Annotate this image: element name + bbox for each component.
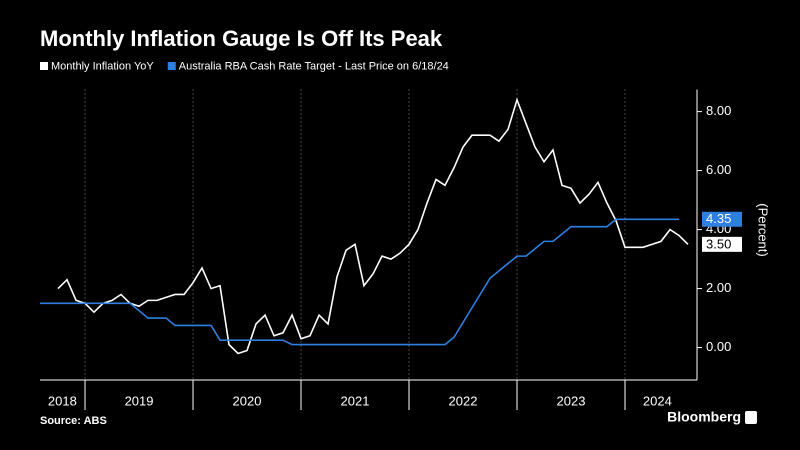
y-axis-label: (Percent) bbox=[756, 203, 771, 256]
source: Source: ABS bbox=[40, 415, 107, 427]
y-tick-label: 6.00 bbox=[706, 162, 731, 177]
x-tick-label: 2019 bbox=[125, 393, 154, 408]
y-tick-label: 0.00 bbox=[706, 339, 731, 354]
x-tick-label: 2018 bbox=[48, 393, 77, 408]
chart-title: Monthly Inflation Gauge Is Off Its Peak bbox=[40, 26, 443, 51]
brand: Bloomberg bbox=[667, 409, 741, 425]
legend-swatch bbox=[40, 62, 48, 70]
last-value-label: 4.35 bbox=[706, 211, 731, 226]
x-tick-label: 2021 bbox=[341, 393, 370, 408]
last-value-label: 3.50 bbox=[706, 236, 731, 251]
x-tick-label: 2024 bbox=[643, 393, 672, 408]
legend-label: Monthly Inflation YoY bbox=[51, 60, 154, 72]
brand-icon bbox=[745, 411, 757, 424]
x-tick-label: 2020 bbox=[233, 393, 262, 408]
last-value-tag bbox=[702, 211, 742, 227]
y-tick-label: 2.00 bbox=[706, 280, 731, 295]
x-tick-label: 2023 bbox=[557, 393, 586, 408]
x-tick-label: 2022 bbox=[449, 393, 478, 408]
y-tick-label: 8.00 bbox=[706, 103, 731, 118]
series-line bbox=[40, 218, 679, 346]
last-value-tag bbox=[702, 236, 742, 252]
legend-label: Australia RBA Cash Rate Target - Last Pr… bbox=[179, 60, 449, 72]
series-line bbox=[57, 97, 689, 355]
legend-swatch bbox=[167, 62, 176, 70]
